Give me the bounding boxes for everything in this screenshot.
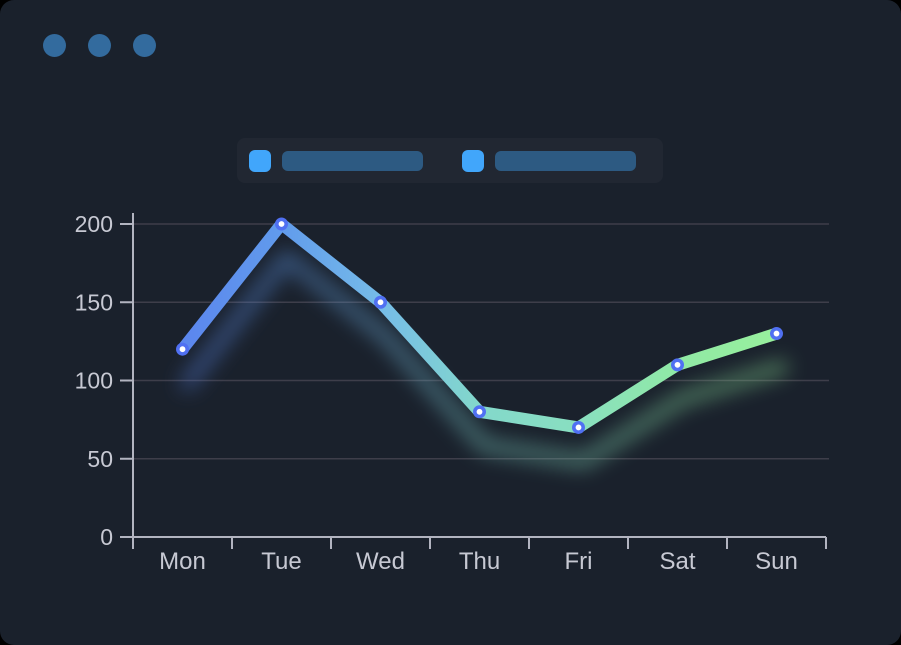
legend-label-placeholder (282, 150, 423, 171)
y-tick-label: 0 (100, 524, 113, 550)
data-point-center (773, 330, 780, 337)
data-point-center (377, 299, 384, 306)
data-point-center (674, 361, 681, 368)
legend-item-series-2[interactable] (462, 138, 636, 183)
data-point-center (179, 346, 186, 353)
y-tick-label: 50 (87, 446, 113, 472)
window-dot[interactable] (133, 34, 156, 57)
x-tick-label: Thu (459, 548, 500, 575)
window-dot[interactable] (88, 34, 111, 57)
legend-swatch-icon (249, 149, 271, 172)
data-point-center (575, 424, 582, 431)
x-tick-label: Mon (159, 548, 206, 575)
data-point-center (476, 408, 483, 415)
legend-swatch-icon (462, 149, 484, 172)
axis-line (132, 213, 826, 538)
line-glow (180, 251, 789, 469)
legend-label-placeholder (495, 150, 636, 171)
y-tick-label: 200 (75, 211, 113, 237)
x-tick-label: Tue (261, 548, 301, 575)
window-dot[interactable] (43, 34, 66, 57)
x-tick-label: Sun (755, 548, 798, 575)
x-tick-label: Sat (659, 548, 695, 575)
x-tick-label: Fri (565, 548, 593, 575)
data-point-center (278, 221, 285, 227)
chart-legend (237, 138, 663, 183)
x-tick-label: Wed (356, 548, 405, 575)
y-tick-label: 150 (75, 289, 113, 315)
legend-item-series-1[interactable] (249, 138, 423, 183)
window-controls (43, 34, 156, 57)
y-tick-label: 100 (75, 368, 113, 394)
